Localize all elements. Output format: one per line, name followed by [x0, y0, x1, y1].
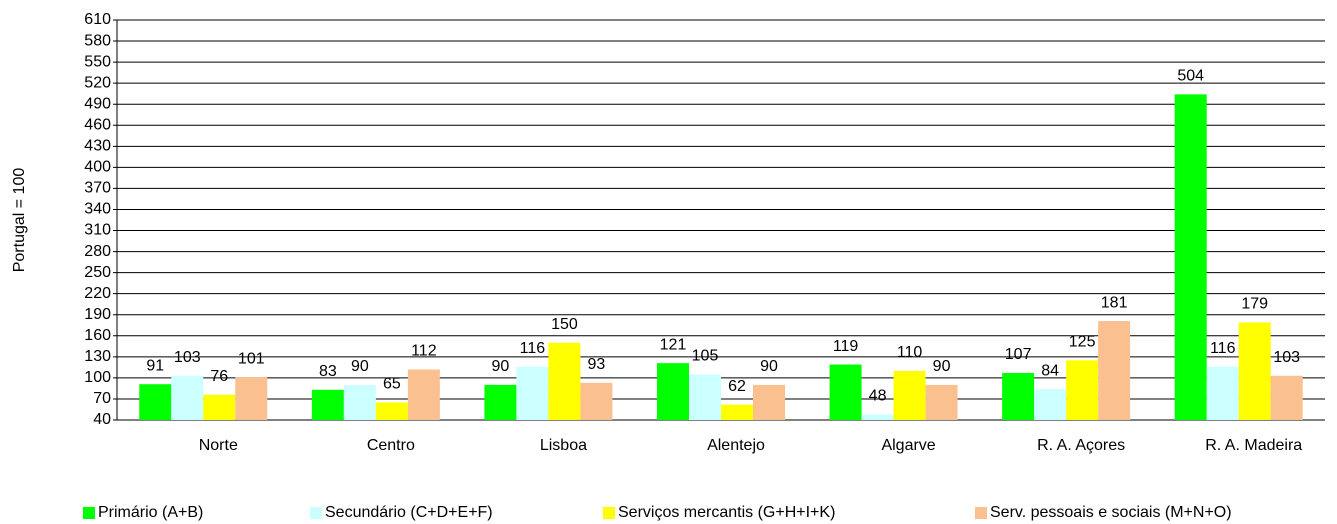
bar: [375, 402, 408, 420]
data-label: 76: [210, 368, 228, 385]
legend-swatch: [603, 507, 615, 519]
bar: [203, 394, 236, 420]
bar: [171, 375, 204, 420]
legend-label: Secundário (C+D+E+F): [325, 504, 493, 521]
bar: [139, 384, 172, 420]
y-tick-label: 550: [84, 53, 111, 70]
bar: [657, 363, 689, 420]
bar: [516, 366, 549, 420]
bar: [1206, 366, 1239, 420]
x-tick-label: R. A. Açores: [1037, 437, 1125, 454]
legend-swatch: [83, 507, 95, 519]
y-tick-label: 40: [93, 411, 111, 428]
data-label: 65: [383, 376, 401, 393]
bar: [1174, 94, 1207, 421]
bar: [407, 369, 440, 420]
bar: [1270, 375, 1303, 420]
data-label: 110: [897, 344, 923, 361]
bar: [343, 384, 376, 420]
legend-swatch: [975, 507, 987, 519]
data-label: 179: [1241, 296, 1268, 313]
bar: [235, 377, 268, 420]
bar: [548, 342, 581, 420]
data-label: 504: [1177, 68, 1204, 85]
data-label: 181: [1101, 294, 1128, 311]
x-tick-label: R. A. Madeira: [1205, 437, 1302, 454]
y-tick-label: 460: [84, 116, 111, 133]
bar: [1002, 372, 1035, 420]
data-label: 48: [869, 388, 887, 405]
bar: [829, 364, 862, 420]
x-tick-label: Lisboa: [540, 437, 587, 454]
legend-label: Serv. pessoais e sociais (M+N+O): [990, 504, 1232, 521]
y-tick-label: 280: [84, 243, 111, 260]
data-label: 116: [520, 340, 546, 357]
y-tick-label: 310: [84, 222, 111, 239]
data-label: 150: [551, 316, 578, 333]
y-tick-label: 580: [84, 32, 111, 49]
bar: [1098, 321, 1131, 420]
data-label: 121: [660, 336, 687, 353]
y-tick-label: 520: [84, 74, 111, 91]
bar: [689, 374, 721, 420]
bar: [861, 414, 894, 420]
data-label: 90: [351, 358, 369, 375]
y-tick-label: 490: [84, 95, 111, 112]
y-tick-label: 70: [93, 390, 111, 407]
bar: [1066, 360, 1099, 420]
y-tick-label: 250: [84, 264, 111, 281]
bar: [311, 389, 344, 420]
y-tick-label: 370: [84, 180, 111, 197]
bar: [925, 384, 958, 420]
data-label: 90: [492, 358, 510, 375]
data-label: 93: [588, 356, 606, 373]
y-tick-label: 610: [84, 11, 111, 28]
data-label: 83: [319, 363, 337, 380]
data-label: 103: [1273, 349, 1300, 366]
bar: [753, 384, 785, 420]
y-tick-label: 220: [84, 285, 111, 302]
bar: [893, 370, 926, 420]
bar: [721, 404, 753, 420]
data-label: 91: [146, 357, 164, 374]
y-tick-label: 400: [84, 159, 111, 176]
data-label: 112: [411, 343, 437, 360]
data-label: 125: [1069, 334, 1096, 351]
y-tick-label: 340: [84, 201, 111, 218]
y-tick-label: 100: [84, 369, 111, 386]
y-tick-label: 160: [84, 327, 111, 344]
legend-label: Serviços mercantis (G+H+I+K): [618, 504, 835, 521]
x-tick-label: Norte: [199, 437, 238, 454]
y-tick-label: 130: [84, 348, 111, 365]
data-label: 103: [174, 349, 201, 366]
data-label: 101: [238, 350, 265, 367]
y-tick-label: 430: [84, 138, 111, 155]
data-label: 105: [692, 348, 719, 365]
data-label: 119: [833, 338, 859, 355]
data-label: 90: [760, 358, 778, 375]
data-label: 116: [1210, 340, 1236, 357]
x-tick-label: Alentejo: [707, 437, 765, 454]
data-label: 62: [728, 378, 746, 395]
y-tick-label: 190: [84, 306, 111, 323]
data-label: 107: [1005, 346, 1032, 363]
x-tick-label: Centro: [367, 437, 415, 454]
legend-swatch: [310, 507, 322, 519]
y-axis-label: Portugal = 100: [11, 168, 28, 273]
x-tick-label: Algarve: [881, 437, 935, 454]
bar: [580, 382, 613, 420]
bar: [484, 384, 517, 420]
legend-label: Primário (A+B): [98, 504, 203, 521]
bar: [1238, 322, 1271, 420]
bar: [1034, 389, 1067, 420]
data-label: 90: [933, 358, 951, 375]
data-label: 84: [1041, 362, 1059, 379]
